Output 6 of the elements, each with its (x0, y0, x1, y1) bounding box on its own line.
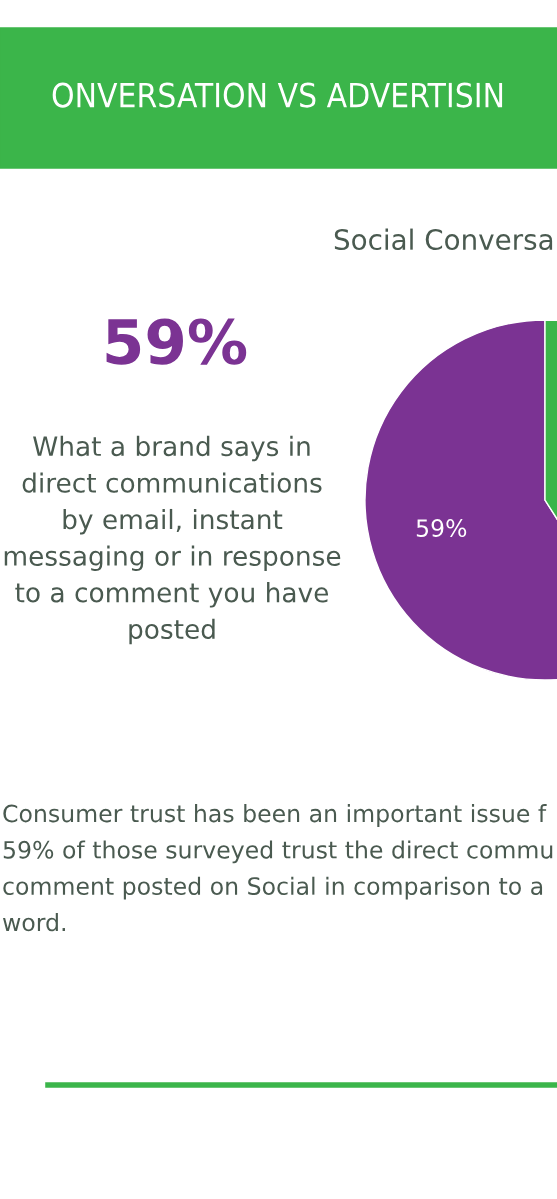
chart-title: ONVERSATION VS ADVERTISIN (52, 82, 503, 108)
data-label: 59% (416, 519, 467, 537)
text: Consumer trust has been an important issue f 59% of those surveyed trust the direct commu comment posted on Social in comparison to a word. (2, 804, 553, 932)
text: What a brand says in direct communications by email, instant messaging or in response to a comment you have posted (4, 435, 341, 645)
text: 59% (106, 318, 247, 365)
chart-subtitle: Social Conversa (334, 228, 553, 251)
